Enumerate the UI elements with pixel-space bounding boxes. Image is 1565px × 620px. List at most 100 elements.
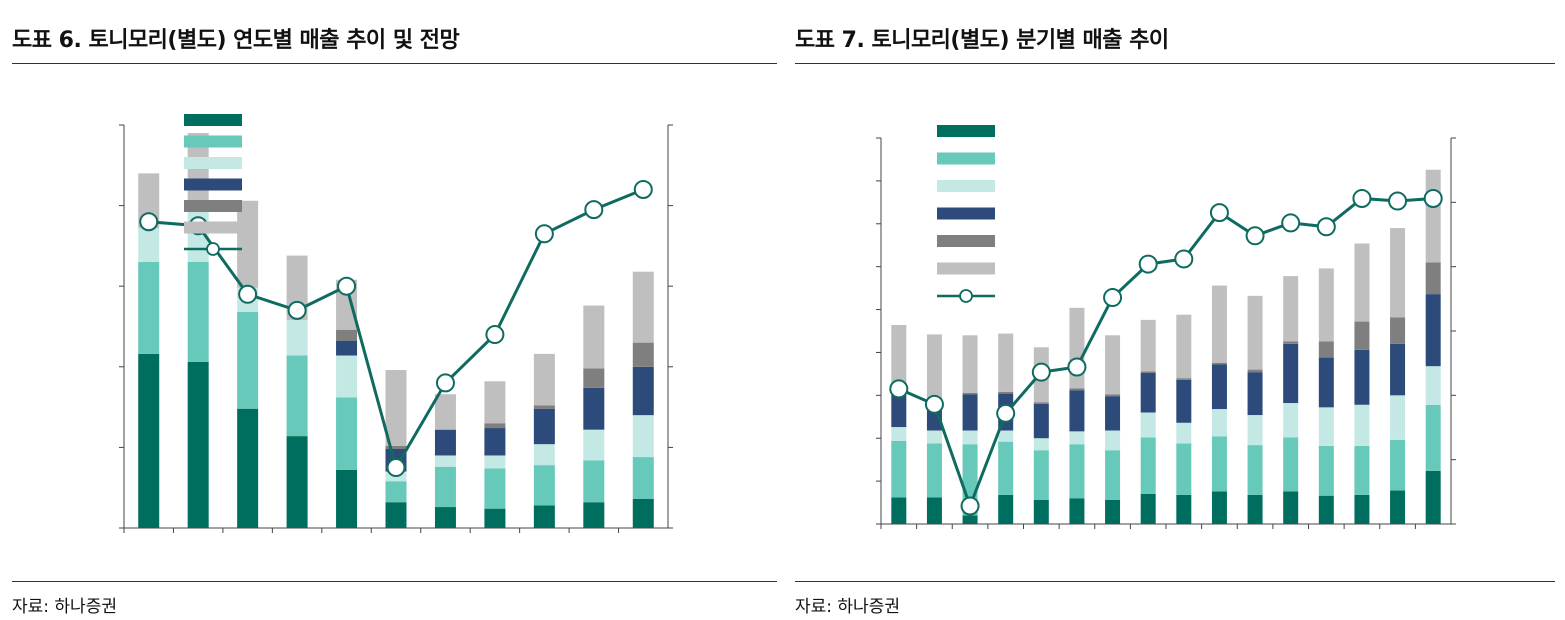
bar-segment-4 (891, 393, 907, 428)
margin-point (584, 200, 604, 220)
bar-segment-3 (1033, 438, 1049, 451)
bar-segment-6 (998, 333, 1014, 392)
bar-segment-3 (1105, 430, 1121, 451)
margin-point (1245, 226, 1265, 246)
bar-segment-1 (962, 515, 978, 524)
bar-segment-1 (533, 505, 555, 528)
legend-line-marker (206, 242, 220, 256)
bar-segment-6 (1105, 335, 1121, 395)
bar-segment-2 (891, 440, 907, 498)
bar-segment-6 (1176, 314, 1192, 379)
margin-point (1316, 217, 1336, 237)
bar-segment-1 (998, 494, 1014, 524)
bar-segment-3 (336, 355, 358, 398)
bar-segment-1 (1033, 499, 1049, 524)
bar-segment-3 (533, 444, 555, 466)
bar-segment-6 (237, 200, 259, 288)
bar-segment-2 (434, 466, 456, 508)
bar-segment-5 (1211, 362, 1227, 365)
bar-segment-6 (434, 394, 456, 430)
bar-segment-1 (1140, 493, 1156, 524)
title-rule (12, 63, 777, 64)
bar-segment-5 (336, 329, 358, 342)
bar-segment-3 (632, 415, 654, 458)
legend-line-marker (959, 289, 973, 303)
bar-segment-6 (632, 271, 654, 343)
bar-segment-4 (336, 341, 358, 356)
bar-segment-2 (1425, 404, 1441, 471)
margin-point (960, 496, 980, 516)
bar-segment-1 (237, 408, 259, 528)
bar-segment-6 (484, 381, 506, 424)
bar-segment-2 (286, 355, 308, 437)
bar-segment-5 (998, 391, 1014, 394)
margin-point (1423, 188, 1443, 208)
margin-point (1103, 288, 1123, 308)
legend-swatch (937, 180, 995, 192)
margin-point (287, 300, 307, 320)
bar-segment-3 (286, 320, 308, 356)
margin-point (485, 325, 505, 345)
bar-segment-3 (926, 430, 942, 444)
legend-swatch (184, 157, 242, 169)
bar-segment-2 (1069, 444, 1085, 499)
bar-segment-5 (1425, 262, 1441, 295)
margin-point (386, 458, 406, 478)
margin-point (1388, 191, 1408, 211)
legend-swatch (184, 135, 242, 148)
bar-segment-2 (1247, 445, 1263, 495)
chart-panel-annual: 도표 6. 토니모리(별도) 연도별 매출 추이 및 전망 자료: 하나증권 (12, 0, 777, 620)
bar-segment-5 (1140, 371, 1156, 374)
bar-segment-4 (962, 394, 978, 431)
bar-segment-6 (1247, 295, 1263, 370)
bar-segment-1 (138, 353, 160, 528)
bar-segment-3 (484, 455, 506, 469)
bar-segment-1 (434, 507, 456, 528)
bar-segment-2 (385, 481, 407, 503)
bar-segment-3 (1247, 415, 1263, 446)
bar-segment-1 (926, 497, 942, 524)
bar-segment-3 (1318, 407, 1334, 446)
margin-point (633, 179, 653, 199)
bar-segment-4 (1211, 364, 1227, 410)
bar-segment-3 (1069, 431, 1085, 445)
bar-segment-5 (1105, 394, 1121, 397)
bar-segment-1 (1211, 491, 1227, 524)
bar-segment-2 (632, 457, 654, 499)
bar-segment-2 (1105, 450, 1121, 500)
bar-segment-4 (1176, 379, 1192, 423)
bar-segment-6 (583, 305, 605, 369)
bar-segment-1 (336, 469, 358, 528)
bar-segment-1 (891, 497, 907, 524)
bar-segment-5 (1247, 369, 1263, 373)
annual-sales-chart (119, 114, 673, 533)
bar-segment-4 (1105, 396, 1121, 431)
bar-segment-3 (1283, 403, 1299, 438)
margin-point (1209, 203, 1229, 223)
legend-swatch (184, 200, 242, 212)
bar-segment-4 (1069, 390, 1085, 432)
bar-segment-2 (1283, 437, 1299, 492)
bar-segment-2 (237, 311, 259, 409)
legend-swatch (937, 152, 995, 165)
bar-segment-4 (583, 387, 605, 430)
bar-segment-5 (484, 423, 506, 429)
bar-segment-3 (1140, 412, 1156, 438)
bar-segment-1 (484, 508, 506, 528)
bar-segment-1 (1176, 494, 1192, 524)
margin-point (337, 276, 357, 296)
margin-point (1067, 357, 1087, 377)
legend-swatch (937, 207, 995, 220)
legend-swatch (937, 125, 995, 137)
bar-segment-5 (533, 405, 555, 409)
bar-segment-3 (1176, 422, 1192, 444)
bar-segment-6 (1211, 285, 1227, 363)
bar-segment-5 (1354, 321, 1370, 350)
source-rule (795, 581, 1555, 582)
bar-segment-6 (1390, 228, 1406, 318)
bar-segment-2 (998, 441, 1014, 495)
bar-segment-2 (1390, 439, 1406, 491)
bar-segment-5 (632, 342, 654, 367)
bar-segment-5 (1069, 388, 1085, 391)
margin-point (924, 394, 944, 414)
